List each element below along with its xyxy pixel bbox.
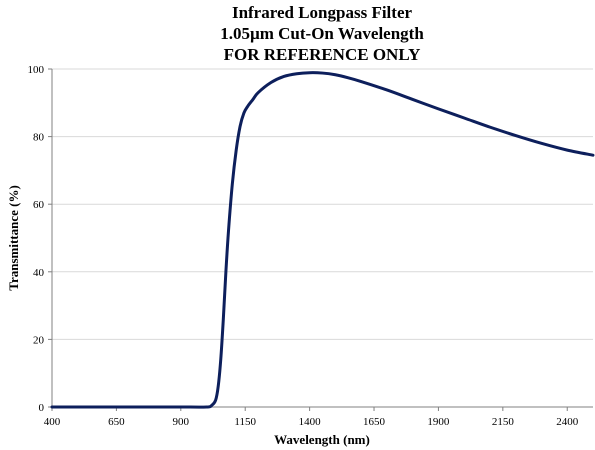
y-tick-label: 20 <box>33 334 45 346</box>
y-axis-label: Transmittance (%) <box>6 185 21 291</box>
x-tick-label: 2150 <box>492 416 515 428</box>
x-axis-ticks: 400 650 900 1150 1400 1650 1900 2150 2400 <box>44 407 579 428</box>
axes <box>51 69 593 408</box>
x-tick-label: 900 <box>173 416 190 428</box>
x-tick-label: 1150 <box>234 416 256 428</box>
y-tick-label: 80 <box>33 132 45 144</box>
x-axis-label: Wavelength (nm) <box>274 432 370 447</box>
y-tick-label: 100 <box>28 64 45 76</box>
x-tick-label: 1650 <box>363 416 386 428</box>
y-axis-ticks: 0 20 40 60 80 100 <box>28 64 52 414</box>
x-tick-label: 400 <box>44 416 61 428</box>
y-tick-label: 60 <box>33 199 45 211</box>
series-group <box>50 71 595 409</box>
x-tick-label: 1400 <box>299 416 322 428</box>
x-tick-label: 1900 <box>427 416 450 428</box>
x-tick-label: 2400 <box>556 416 579 428</box>
title-line-3: FOR REFERENCE ONLY <box>224 45 421 64</box>
title-line-1: Infrared Longpass Filter <box>232 3 413 22</box>
series-line-transmittance <box>50 71 595 409</box>
gridlines <box>52 68 593 340</box>
y-tick-label: 0 <box>39 402 45 414</box>
chart-title: Infrared Longpass Filter 1.05µm Cut-On W… <box>220 3 424 64</box>
title-line-2: 1.05µm Cut-On Wavelength <box>220 24 424 43</box>
y-tick-label: 40 <box>33 267 45 279</box>
x-tick-label: 650 <box>108 416 125 428</box>
